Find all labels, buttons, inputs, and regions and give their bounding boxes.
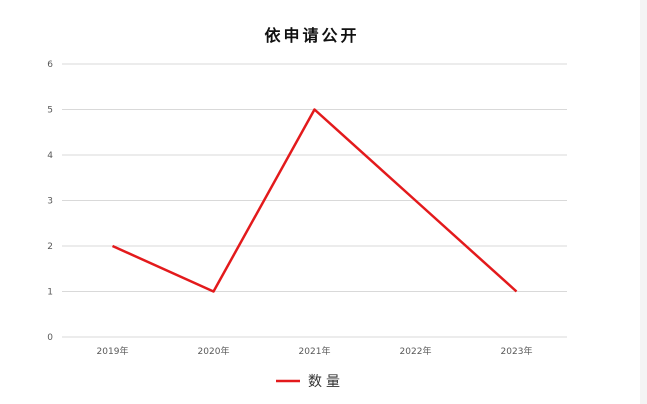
x-tick-label: 2021年 — [299, 345, 331, 357]
y-tick-label: 2 — [47, 242, 53, 252]
x-tick-label: 2022年 — [400, 345, 432, 357]
y-tick-label: 0 — [47, 333, 53, 343]
window-edge — [640, 0, 647, 404]
x-tick-label: 2023年 — [501, 345, 533, 357]
y-tick-label: 3 — [47, 197, 53, 207]
x-tick-label: 2020年 — [198, 345, 230, 357]
chart-title: 依申请公开 — [264, 26, 359, 45]
legend-label: 数量 — [308, 374, 344, 390]
y-tick-label: 4 — [47, 151, 53, 161]
x-tick-label: 2019年 — [97, 345, 129, 357]
legend: 数量 — [276, 374, 344, 390]
y-tick-label: 1 — [47, 288, 53, 298]
y-tick-label: 5 — [47, 106, 53, 116]
y-tick-label: 6 — [47, 60, 53, 70]
